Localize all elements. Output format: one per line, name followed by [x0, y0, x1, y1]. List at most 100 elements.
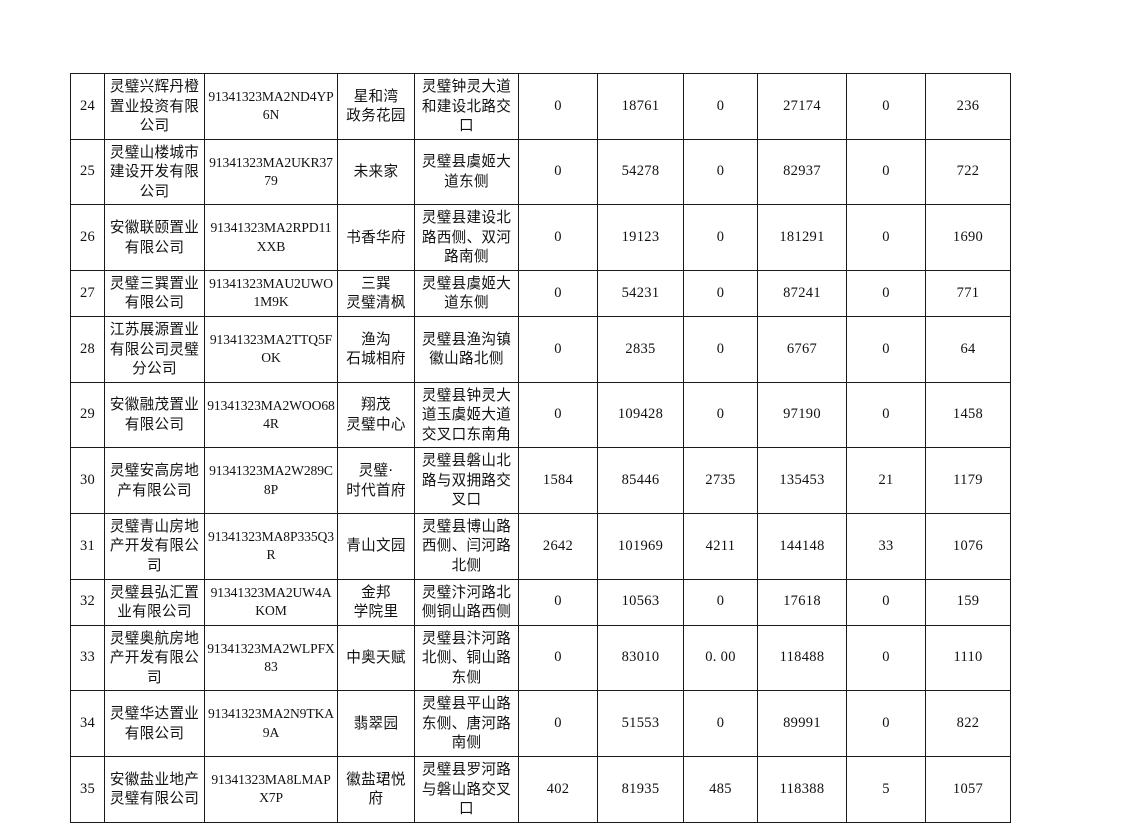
- cell-value-3: 0: [683, 138, 758, 206]
- cell-credit-code: 91341323MA2N9TKA9A: [204, 690, 338, 757]
- cell-value-1: 2642: [518, 512, 598, 580]
- table-row: 35 安徽盐业地产灵璧有限公司 91341323MA8LMAPX7P 徽盐珺悦府 灵璧县…: [70, 755, 1011, 823]
- cell-project-address: 灵璧县虞姬大道东侧: [414, 269, 519, 318]
- cell-project-name: 书香华府: [337, 204, 415, 271]
- cell-value-6: 822: [925, 690, 1011, 757]
- cell-credit-code: 91341323MAU2UWO1M9K: [204, 269, 338, 318]
- cell-value-2: 51553: [597, 690, 684, 757]
- cell-project-name: 徽盐珺悦府: [337, 755, 415, 823]
- cell-sequence: 31: [70, 512, 105, 580]
- cell-value-3: 0: [683, 73, 758, 140]
- cell-value-6: 1690: [925, 204, 1011, 271]
- cell-project-address: 灵璧县平山路东侧、唐河路南侧: [414, 690, 519, 757]
- cell-project-name: 青山文园: [337, 512, 415, 580]
- cell-company-name: 灵璧青山房地产开发有限公司: [104, 512, 205, 580]
- cell-sequence: 34: [70, 690, 105, 757]
- table-row: 30 灵璧安高房地产有限公司 91341323MA2W289C8P 灵璧· 时代首府 灵璧…: [70, 447, 1011, 514]
- cell-value-3: 0. 00: [683, 624, 758, 692]
- cell-credit-code: 91341323MA2TTQ5FOK: [204, 316, 338, 383]
- cell-project-name: 中奥天赋: [337, 624, 415, 692]
- cell-project-address: 灵璧县博山路西侧、闫河路北侧: [414, 512, 519, 580]
- cell-value-1: 0: [518, 578, 598, 626]
- table-row: 33 灵璧奥航房地产开发有限公司 91341323MA2WLPFX83 中奥天赋 灵璧县…: [70, 624, 1011, 692]
- cell-value-4: 87241: [757, 269, 847, 318]
- cell-value-4: 118488: [757, 624, 847, 692]
- cell-value-5: 21: [846, 447, 926, 514]
- cell-value-5: 0: [846, 73, 926, 140]
- cell-value-2: 109428: [597, 381, 684, 449]
- cell-project-address: 灵璧汴河路北侧铜山路西侧: [414, 578, 519, 626]
- cell-company-name: 安徽联颐置业有限公司: [104, 204, 205, 271]
- cell-value-4: 118388: [757, 755, 847, 823]
- cell-project-name: 渔沟 石城相府: [337, 316, 415, 383]
- cell-value-6: 1458: [925, 381, 1011, 449]
- cell-value-5: 0: [846, 381, 926, 449]
- cell-project-name: 星和湾 政务花园: [337, 73, 415, 140]
- cell-value-6: 1057: [925, 755, 1011, 823]
- cell-value-2: 83010: [597, 624, 684, 692]
- cell-project-name: 三巽 灵璧清枫: [337, 269, 415, 318]
- cell-company-name: 安徽融茂置业有限公司: [104, 381, 205, 449]
- table-body: 24 灵璧兴辉丹橙置业投资有限公司 91341323MA2ND4YP6N 星和湾 政务花…: [70, 73, 1011, 823]
- table-row: 26 安徽联颐置业有限公司 91341323MA2RPD11XXB 书香华府 灵璧县建设…: [70, 204, 1011, 271]
- cell-company-name: 灵璧华达置业有限公司: [104, 690, 205, 757]
- cell-value-6: 1110: [925, 624, 1011, 692]
- cell-value-6: 1179: [925, 447, 1011, 514]
- cell-value-3: 0: [683, 690, 758, 757]
- cell-value-4: 181291: [757, 204, 847, 271]
- cell-project-address: 灵璧县汴河路北侧、铜山路东侧: [414, 624, 519, 692]
- cell-value-4: 144148: [757, 512, 847, 580]
- cell-value-2: 2835: [597, 316, 684, 383]
- cell-sequence: 28: [70, 316, 105, 383]
- cell-value-2: 101969: [597, 512, 684, 580]
- cell-credit-code: 91341323MA8P335Q3R: [204, 512, 338, 580]
- cell-value-5: 0: [846, 578, 926, 626]
- cell-value-3: 0: [683, 269, 758, 318]
- cell-credit-code: 91341323MA2ND4YP6N: [204, 73, 338, 140]
- cell-sequence: 29: [70, 381, 105, 449]
- table-row: 27 灵璧三巽置业有限公司 91341323MAU2UWO1M9K 三巽 灵璧清枫 灵璧县…: [70, 269, 1011, 318]
- cell-value-6: 771: [925, 269, 1011, 318]
- table-row: 34 灵璧华达置业有限公司 91341323MA2N9TKA9A 翡翠园 灵璧县平山路东…: [70, 690, 1011, 757]
- cell-value-2: 85446: [597, 447, 684, 514]
- cell-sequence: 32: [70, 578, 105, 626]
- cell-value-1: 402: [518, 755, 598, 823]
- cell-sequence: 30: [70, 447, 105, 514]
- cell-value-1: 0: [518, 204, 598, 271]
- table-row: 31 灵璧青山房地产开发有限公司 91341323MA8P335Q3R 青山文园 灵璧县…: [70, 512, 1011, 580]
- cell-company-name: 江苏展源置业有限公司灵璧分公司: [104, 316, 205, 383]
- cell-value-4: 27174: [757, 73, 847, 140]
- cell-value-1: 0: [518, 138, 598, 206]
- cell-value-6: 159: [925, 578, 1011, 626]
- cell-company-name: 灵璧县弘汇置业有限公司: [104, 578, 205, 626]
- table-row: 28 江苏展源置业有限公司灵璧分公司 91341323MA2TTQ5FOK 渔沟 石城相…: [70, 316, 1011, 383]
- cell-value-4: 89991: [757, 690, 847, 757]
- table-row: 32 灵璧县弘汇置业有限公司 91341323MA2UW4AKOM 金邦 学院里 灵璧汴河…: [70, 578, 1011, 626]
- cell-value-3: 4211: [683, 512, 758, 580]
- cell-value-6: 64: [925, 316, 1011, 383]
- cell-value-3: 0: [683, 316, 758, 383]
- cell-value-1: 0: [518, 269, 598, 318]
- cell-project-name: 翔茂 灵璧中心: [337, 381, 415, 449]
- cell-project-name: 未来家: [337, 138, 415, 206]
- cell-value-5: 0: [846, 624, 926, 692]
- cell-sequence: 24: [70, 73, 105, 140]
- cell-value-3: 2735: [683, 447, 758, 514]
- cell-project-name: 翡翠园: [337, 690, 415, 757]
- cell-project-name: 金邦 学院里: [337, 578, 415, 626]
- cell-value-4: 135453: [757, 447, 847, 514]
- cell-company-name: 灵璧三巽置业有限公司: [104, 269, 205, 318]
- cell-value-1: 1584: [518, 447, 598, 514]
- cell-value-2: 10563: [597, 578, 684, 626]
- cell-company-name: 灵璧兴辉丹橙置业投资有限公司: [104, 73, 205, 140]
- cell-credit-code: 91341323MA2WLPFX83: [204, 624, 338, 692]
- cell-sequence: 27: [70, 269, 105, 318]
- cell-value-5: 5: [846, 755, 926, 823]
- cell-company-name: 灵璧山楼城市建设开发有限公司: [104, 138, 205, 206]
- table-row: 25 灵璧山楼城市建设开发有限公司 91341323MA2UKR3779 未来家 灵璧县…: [70, 138, 1011, 206]
- cell-project-address: 灵璧县建设北路西侧、双河路南侧: [414, 204, 519, 271]
- cell-project-address: 灵璧县虞姬大道东侧: [414, 138, 519, 206]
- cell-sequence: 33: [70, 624, 105, 692]
- cell-value-2: 54278: [597, 138, 684, 206]
- cell-value-4: 97190: [757, 381, 847, 449]
